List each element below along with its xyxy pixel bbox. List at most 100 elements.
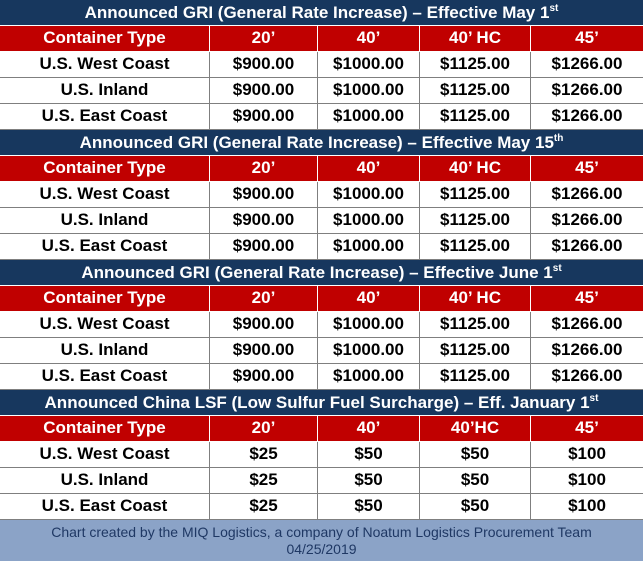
header-row: Container Type 20’ 40’ 40’ HC 45’ [0, 286, 643, 312]
section-title-text: Announced GRI (General Rate Increase) – … [81, 263, 553, 282]
table-cell: $1266.00 [551, 54, 623, 73]
header-cell-40hc: 40’ HC [420, 156, 531, 182]
row-label: U.S. Inland [0, 468, 210, 493]
header-cell-40: 40’ [318, 286, 420, 312]
row-label: U.S. East Coast [0, 494, 210, 519]
header-cell-40: 40’ [318, 26, 420, 52]
table-cell: $900.00 [210, 52, 318, 77]
table-cell: $25 [210, 494, 318, 519]
header-cell-40hc: 40’ HC [420, 26, 531, 52]
row-label: U.S. East Coast [0, 364, 210, 389]
table-cell: $100 [568, 470, 606, 489]
table-row: U.S. West Coast $900.00 $1000.00 $1125.0… [0, 52, 643, 78]
header-cell-container-type: Container Type [0, 286, 210, 312]
table-row: U.S. Inland $900.00 $1000.00 $1125.00 $1… [0, 208, 643, 234]
table-row: U.S. East Coast $25 $50 $50 $100 [0, 494, 643, 520]
header-row: Container Type 20’ 40’ 40’ HC 45’ [0, 26, 643, 52]
table-cell: $1266.00 [551, 210, 623, 229]
section-title-text: Announced GRI (General Rate Increase) – … [79, 133, 554, 152]
table-cell: $900.00 [210, 78, 318, 103]
table-row: U.S. West Coast $900.00 $1000.00 $1125.0… [0, 312, 643, 338]
header-cell-20: 20’ [210, 286, 318, 312]
table-row: U.S. West Coast $25 $50 $50 $100 [0, 442, 643, 468]
table-cell: $1125.00 [420, 52, 531, 77]
table-cell: $900.00 [210, 312, 318, 337]
table-row: U.S. Inland $900.00 $1000.00 $1125.00 $1… [0, 338, 643, 364]
table-cell: $1000.00 [318, 312, 420, 337]
table-cell: $900.00 [210, 208, 318, 233]
section-title-sup: th [553, 133, 564, 144]
section-title-text: Announced China LSF (Low Sulfur Fuel Sur… [44, 393, 590, 412]
table-cell: $100 [568, 444, 606, 463]
table-cell: $1000.00 [318, 78, 420, 103]
row-label: U.S. Inland [0, 78, 210, 103]
section-title: Announced GRI (General Rate Increase) – … [0, 260, 643, 286]
header-cell-container-type: Container Type [0, 156, 210, 182]
section-title-text: Announced GRI (General Rate Increase) – … [84, 3, 550, 22]
header-cell-45: 45’ [531, 156, 643, 182]
table-cell: $25 [210, 468, 318, 493]
section-title-sup: st [589, 393, 599, 404]
table-row: U.S. East Coast $900.00 $1000.00 $1125.0… [0, 234, 643, 260]
table-cell: $900.00 [210, 234, 318, 259]
header-cell-45: 45’ [531, 416, 643, 442]
table-row: U.S. West Coast $900.00 $1000.00 $1125.0… [0, 182, 643, 208]
table-cell: $1266.00 [551, 340, 623, 359]
row-label: U.S. Inland [0, 338, 210, 363]
table-cell: $100 [568, 496, 606, 515]
table-cell: $1266.00 [551, 184, 623, 203]
table-cell: $50 [420, 494, 531, 519]
table-cell: $50 [318, 468, 420, 493]
table-cell: $1266.00 [551, 106, 623, 125]
table-cell: $1125.00 [420, 104, 531, 129]
row-label: U.S. West Coast [0, 182, 210, 207]
table-row: U.S. East Coast $900.00 $1000.00 $1125.0… [0, 104, 643, 130]
table-cell: $1125.00 [420, 234, 531, 259]
table-cell: $50 [318, 494, 420, 519]
table-cell: $25 [210, 442, 318, 467]
table-cell: $1000.00 [318, 364, 420, 389]
table-cell: $1125.00 [420, 338, 531, 363]
table-cell: $900.00 [210, 338, 318, 363]
table-cell: $1125.00 [420, 364, 531, 389]
table-cell: $900.00 [210, 364, 318, 389]
header-cell-20: 20’ [210, 26, 318, 52]
table-cell: $1125.00 [420, 208, 531, 233]
table-cell: $1266.00 [551, 80, 623, 99]
section-title: Announced China LSF (Low Sulfur Fuel Sur… [0, 390, 643, 416]
table-cell: $900.00 [210, 182, 318, 207]
header-cell-40hc: 40’HC [420, 416, 531, 442]
header-row: Container Type 20’ 40’ 40’ HC 45’ [0, 156, 643, 182]
table-cell: $1000.00 [318, 234, 420, 259]
table-cell: $1000.00 [318, 104, 420, 129]
header-row: Container Type 20’ 40’ 40’HC 45’ [0, 416, 643, 442]
header-cell-40: 40’ [318, 416, 420, 442]
header-cell-45: 45’ [531, 286, 643, 312]
footer-credit-line: Chart created by the MIQ Logistics, a co… [51, 524, 592, 540]
table-cell: $1125.00 [420, 78, 531, 103]
table-cell: $1266.00 [551, 236, 623, 255]
table-cell: $1000.00 [318, 52, 420, 77]
footer-date: 04/25/2019 [286, 541, 357, 557]
table-cell: $1125.00 [420, 312, 531, 337]
table-cell: $1266.00 [551, 314, 623, 333]
header-cell-40hc: 40’ HC [420, 286, 531, 312]
table-cell: $1125.00 [420, 182, 531, 207]
table-cell: $1000.00 [318, 338, 420, 363]
header-cell-20: 20’ [210, 416, 318, 442]
row-label: U.S. East Coast [0, 234, 210, 259]
header-cell-45: 45’ [531, 26, 643, 52]
table-row: U.S. Inland $900.00 $1000.00 $1125.00 $1… [0, 78, 643, 104]
row-label: U.S. West Coast [0, 52, 210, 77]
table-cell: $50 [420, 468, 531, 493]
table-cell: $1000.00 [318, 208, 420, 233]
table-cell: $1000.00 [318, 182, 420, 207]
header-cell-container-type: Container Type [0, 416, 210, 442]
header-cell-40: 40’ [318, 156, 420, 182]
row-label: U.S. Inland [0, 208, 210, 233]
table-row: U.S. East Coast $900.00 $1000.00 $1125.0… [0, 364, 643, 390]
table-cell: $900.00 [210, 104, 318, 129]
table-row: U.S. Inland $25 $50 $50 $100 [0, 468, 643, 494]
header-cell-20: 20’ [210, 156, 318, 182]
